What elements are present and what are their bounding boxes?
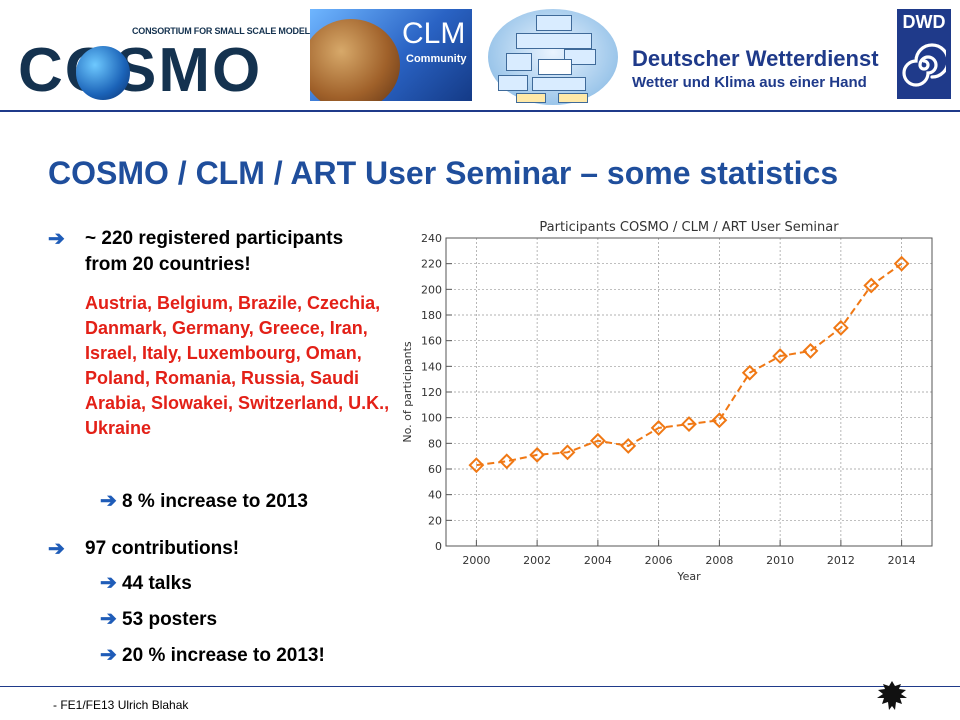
data-point-diamond [681, 416, 697, 432]
participants-increase-text: 8 % increase to 2013 [122, 491, 308, 512]
arrow-icon: ➔ [100, 572, 117, 594]
cosmo-logo-subtitle: CONSORTIUM FOR SMALL SCALE MODELING [132, 26, 326, 36]
arrow-icon: ➔ [48, 538, 65, 560]
y-tick-label: 120 [421, 386, 442, 399]
header-divider [0, 110, 960, 112]
countries-list: Austria, Belgium, Brazile, Czechia, Danm… [85, 293, 390, 438]
data-point-diamond [772, 348, 789, 364]
data-point-diamond [529, 446, 546, 463]
contributions-increase-text: 20 % increase to 2013! [122, 645, 325, 666]
arrow-icon: ➔ [100, 608, 117, 630]
arrow-icon: ➔ [100, 490, 117, 512]
dwd-logo: DWD [897, 9, 951, 99]
y-tick-label: 140 [421, 360, 442, 373]
posters-text: 53 posters [122, 609, 218, 630]
spiral-icon [902, 43, 946, 87]
x-tick-label: 2014 [888, 554, 916, 567]
y-tick-label: 240 [421, 232, 442, 245]
x-tick-label: 2012 [827, 554, 855, 567]
slide-title: COSMO / CLM / ART User Seminar – some st… [48, 155, 839, 191]
footer-divider [0, 686, 960, 687]
y-tick-label: 100 [421, 412, 442, 425]
clm-logo: CLM Community [310, 9, 472, 101]
contributions-text: 97 contributions! [85, 538, 240, 559]
bullet-participants: ➔ [48, 226, 65, 253]
clm-logo-word: CLM [402, 17, 466, 50]
sub-bullet-participants-increase: ➔ 8 % increase to 2013 [100, 488, 308, 515]
data-point-diamond [741, 364, 758, 381]
chart-grid [446, 238, 932, 546]
globe-icon [76, 46, 130, 100]
y-tick-label: 200 [421, 283, 442, 296]
y-tick-label: 60 [428, 463, 442, 476]
dwd-slogan: Wetter und Klima aus einer Hand [632, 74, 867, 91]
data-point-diamond [650, 420, 667, 436]
series-participants [468, 255, 910, 474]
data-point-diamond [468, 457, 485, 474]
y-tick-label: 20 [428, 514, 442, 527]
art-diagram-logo [488, 9, 618, 105]
x-tick-label: 2010 [766, 554, 794, 567]
data-point-diamond [893, 255, 910, 272]
x-tick-label: 2004 [584, 554, 612, 567]
apple-globe-icon [310, 19, 400, 101]
arrow-icon: ➔ [100, 644, 117, 666]
x-tick-label: 2000 [462, 554, 490, 567]
sub-bullet-contributions-increase: ➔ 20 % increase to 2013! [100, 642, 325, 669]
data-point-diamond [863, 277, 880, 294]
x-tick-label: 2008 [705, 554, 733, 567]
clm-logo-subtitle: Community [406, 53, 467, 65]
data-point-diamond [832, 319, 849, 336]
sub-bullet-talks: ➔ 44 talks [100, 570, 192, 597]
y-tick-label: 40 [428, 489, 442, 502]
x-tick-label: 2006 [645, 554, 673, 567]
federal-eagle-icon [877, 681, 907, 710]
sub-bullet-posters: ➔ 53 posters [100, 606, 217, 633]
data-point-diamond [498, 453, 515, 470]
chart-ticks: 0 20 40 60 80 100 120 140 160 180 200 220 240 2000 200… [421, 232, 916, 567]
participants-line-1: ~ 220 registered participants [85, 228, 344, 249]
cosmo-logo-word: COSMO [18, 36, 263, 105]
y-tick-label: 220 [421, 258, 442, 271]
footer-text: - FE1/FE13 Ulrich Blahak [53, 698, 189, 712]
data-point-diamond [620, 437, 637, 454]
bullet-contributions: ➔ [48, 536, 65, 563]
series-line [476, 262, 903, 467]
x-axis-label: Year [676, 570, 701, 583]
participants-chart: 0 20 40 60 80 100 120 140 160 180 200 220 240 2000 200… [401, 220, 933, 583]
talks-text: 44 talks [122, 573, 192, 594]
arrow-icon: ➔ [48, 228, 65, 250]
y-axis-label: No. of participants [401, 341, 414, 443]
participants-line-2: from 20 countries! [85, 254, 251, 275]
y-tick-label: 180 [421, 309, 442, 322]
chart-title: Participants COSMO / CLM / ART User Semi… [539, 220, 839, 235]
y-tick-label: 160 [421, 335, 442, 348]
data-point-diamond [589, 432, 606, 449]
dwd-name: Deutscher Wetterdienst [632, 46, 879, 71]
dwd-logo-text: DWD [902, 12, 946, 32]
y-tick-label: 80 [428, 437, 442, 450]
y-tick-label: 0 [435, 540, 442, 553]
cosmo-logo: CONSORTIUM FOR SMALL SCALE MODELING COSM… [14, 26, 326, 102]
data-point-diamond [802, 343, 819, 359]
data-point-diamond [711, 412, 728, 429]
x-tick-label: 2002 [523, 554, 551, 567]
data-point-diamond [559, 444, 576, 461]
